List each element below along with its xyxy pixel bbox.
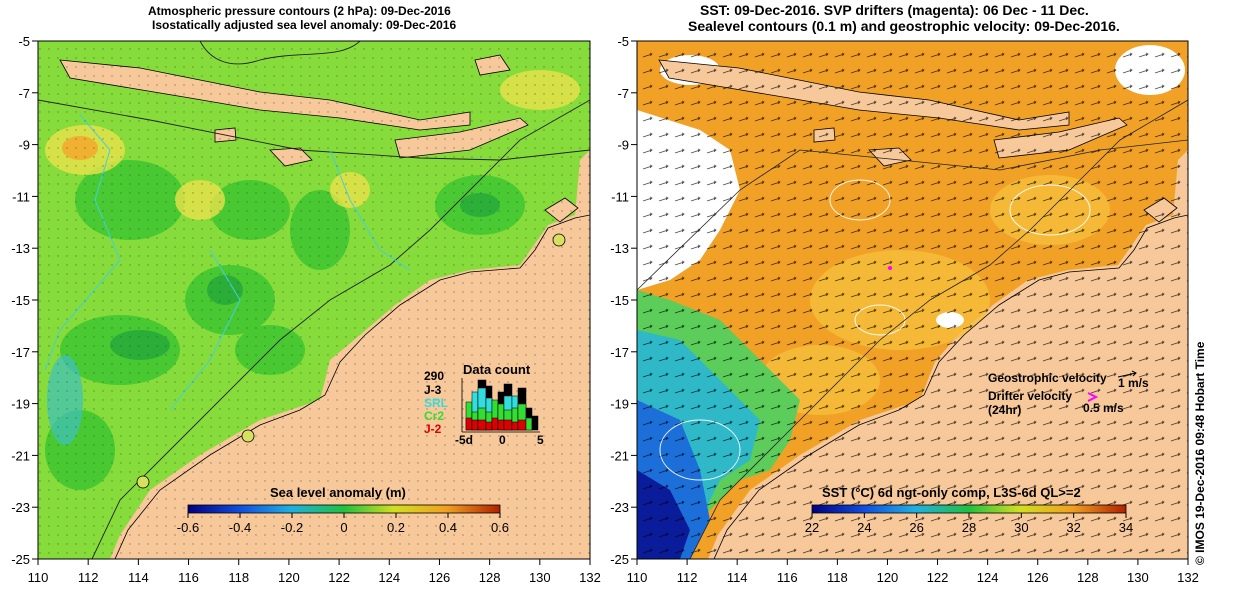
right-x-tick-118: 118 (827, 570, 848, 585)
count-axis-minus5: -5d (455, 433, 473, 447)
sst-cb-tick-34: 34 (1119, 520, 1133, 535)
right-x-tick-122: 122 (927, 570, 949, 585)
data-count-title: Data count (463, 362, 531, 377)
sst-cb-tick-32: 32 (1066, 520, 1080, 535)
right-y-tick--23: -23 (610, 500, 629, 515)
left-x-tick-122: 122 (328, 570, 350, 585)
right-y-tick--25: -25 (610, 552, 629, 567)
left-x-tick-114: 114 (128, 570, 149, 585)
count-axis-5: 5 (537, 433, 544, 447)
left-x-tick-112: 112 (78, 570, 99, 585)
right-x-tick-128: 128 (1077, 570, 1099, 585)
left-map (38, 41, 590, 559)
left-y-tick--23: -23 (11, 500, 30, 515)
left-x-tick-116: 116 (178, 570, 199, 585)
right-y-tick--9: -9 (617, 138, 629, 153)
drifter-period-label: (24hr) (988, 403, 1021, 417)
sst-colorbar-label: SST (°C) 6d ngt-only comp, L3S-6d QL>=2 (822, 485, 1081, 500)
sst-cb-tick-22: 22 (805, 520, 819, 535)
left-x-tick-126: 126 (429, 570, 451, 585)
geo-velocity-value: 1 m/s (1118, 376, 1149, 390)
sst-cb-tick-30: 30 (1014, 520, 1028, 535)
data-count-inset: 290 Data count J-3 SRL Cr2 J-2 -5d 0 5 (424, 362, 544, 447)
sla-colorbar-ticks: -0.6 -0.4 -0.2 0 0.2 0.4 0.6 (177, 513, 509, 535)
sat-label-j3: J-3 (424, 383, 442, 397)
right-y-tick--11: -11 (611, 189, 629, 204)
left-y-tick--21: -21 (11, 448, 30, 463)
right-y-tick--13: -13 (610, 241, 629, 256)
right-x-tick-126: 126 (1027, 570, 1049, 585)
left-x-tick-128: 128 (479, 570, 501, 585)
left-title-line1: Atmospheric pressure contours (2 hPa): 0… (148, 4, 451, 18)
right-y-axis: -5 -7 -9 -11 -13 -15 -17 -19 -21 -23 -25 (610, 34, 637, 567)
drifter-velocity-value: 0.5 m/s (1083, 401, 1124, 415)
left-title-line2: Isostatically adjusted sea level anomaly… (152, 18, 457, 32)
left-y-tick--5: -5 (18, 34, 30, 49)
right-title-line2: Sealevel contours (0.1 m) and geostrophi… (688, 18, 1120, 34)
left-x-axis: 110 112 114 116 118 120 122 124 126 128 130 132 (28, 559, 601, 585)
sla-colorbar (187, 504, 501, 514)
drifter-velocity-label: Drifter velocity (988, 389, 1072, 403)
sat-label-srl: SRL (424, 396, 448, 410)
sla-cb-tick--0.6: -0.6 (177, 520, 199, 535)
geo-velocity-label: Geostrophic velocity (988, 371, 1107, 385)
left-y-tick--9: -9 (18, 138, 30, 153)
sst-cb-tick-26: 26 (909, 520, 923, 535)
left-y-tick--25: -25 (11, 552, 30, 567)
left-x-tick-118: 118 (228, 570, 249, 585)
left-y-tick--17: -17 (11, 345, 30, 360)
sla-cb-tick--0.4: -0.4 (229, 520, 251, 535)
sla-cb-tick-0.2: 0.2 (387, 520, 405, 535)
imos-credit: © IMOS 19-Dec-2016 09:48 Hobart Time (1193, 341, 1207, 565)
sst-cb-tick-24: 24 (857, 520, 871, 535)
left-y-tick--13: -13 (11, 241, 30, 256)
velocity-legend: Geostrophic velocity 1 m/s Drifter veloc… (988, 370, 1149, 417)
sat-label-cr2: Cr2 (424, 409, 444, 423)
right-x-tick-130: 130 (1127, 570, 1149, 585)
right-y-tick--15: -15 (610, 293, 629, 308)
left-y-tick--7: -7 (18, 86, 30, 101)
right-x-tick-116: 116 (777, 570, 798, 585)
geo-velocity-arrow (1117, 370, 1137, 378)
right-title-line1: SST: 09-Dec-2016. SVP drifters (magenta)… (700, 2, 1089, 18)
left-x-tick-120: 120 (278, 570, 300, 585)
sst-colorbar-ticks: 22 24 26 28 30 32 34 (805, 513, 1133, 535)
right-y-tick--19: -19 (610, 397, 629, 412)
left-x-tick-124: 124 (378, 570, 400, 585)
right-x-axis: 110 112 114 116 118 120 122 124 126 128 130 132 (627, 559, 1199, 585)
right-y-tick--21: -21 (610, 448, 629, 463)
right-x-tick-120: 120 (877, 570, 899, 585)
left-y-tick--15: -15 (11, 293, 30, 308)
left-y-axis: -5 -7 -9 -11 -13 -15 -17 -19 -21 -23 -25 (11, 34, 38, 567)
left-x-tick-132: 132 (579, 570, 601, 585)
data-count-total: 290 (424, 369, 444, 383)
right-x-tick-112: 112 (677, 570, 698, 585)
right-x-tick-110: 110 (627, 570, 648, 585)
sla-cb-tick-0: 0 (340, 520, 347, 535)
sst-colorbar (811, 504, 1127, 514)
left-x-tick-130: 130 (529, 570, 551, 585)
right-x-tick-124: 124 (977, 570, 999, 585)
sla-cb-tick--0.2: -0.2 (281, 520, 303, 535)
right-x-tick-114: 114 (727, 570, 748, 585)
left-y-tick--19: -19 (11, 397, 30, 412)
right-y-tick--7: -7 (617, 86, 629, 101)
sla-colorbar-label: Sea level anomaly (m) (270, 485, 406, 500)
right-y-tick--17: -17 (610, 345, 629, 360)
sst-cb-tick-28: 28 (962, 520, 976, 535)
right-map (637, 41, 1188, 559)
sla-cb-tick-0.6: 0.6 (491, 520, 509, 535)
count-axis-0: 0 (499, 433, 506, 447)
sat-label-j2: J-2 (424, 422, 442, 436)
left-x-tick-110: 110 (28, 570, 49, 585)
right-x-tick-132: 132 (1177, 570, 1199, 585)
left-y-tick--11: -11 (12, 189, 30, 204)
sla-cb-tick-0.4: 0.4 (439, 520, 457, 535)
drifter-arrow-icon (1087, 392, 1099, 402)
right-y-tick--5: -5 (617, 34, 629, 49)
